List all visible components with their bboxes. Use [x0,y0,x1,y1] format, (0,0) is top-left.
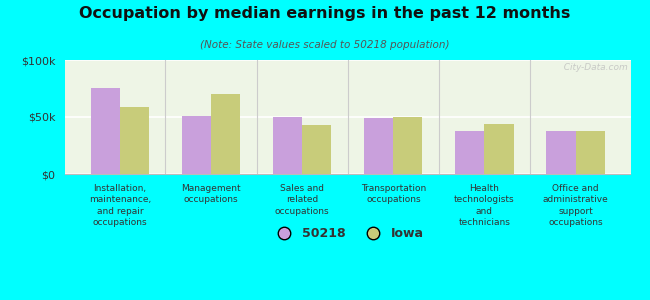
Text: City-Data.com: City-Data.com [558,63,628,72]
Legend: 50218, Iowa: 50218, Iowa [267,222,428,245]
Bar [576,131,604,174]
Bar [484,124,514,174]
Bar [364,118,393,174]
Text: (Note: State values scaled to 50218 population): (Note: State values scaled to 50218 popu… [200,40,450,50]
Bar [547,131,576,174]
Bar [182,116,211,174]
Text: Occupation by median earnings in the past 12 months: Occupation by median earnings in the pas… [79,6,571,21]
Bar [393,117,422,174]
Bar [91,88,120,174]
Bar [120,107,149,174]
Bar [302,125,332,174]
Bar [211,94,240,174]
Bar [273,117,302,174]
Bar [455,131,484,174]
